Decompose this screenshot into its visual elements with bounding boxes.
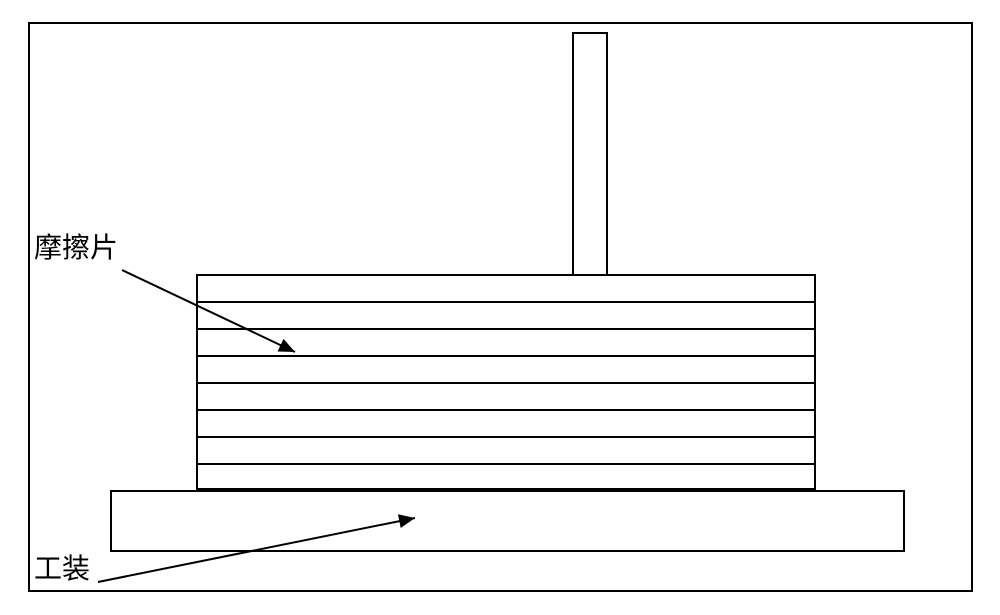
friction-plate-layer [196, 463, 816, 490]
friction-plate-layer [196, 409, 816, 436]
label-fixture-text: 工装 [34, 554, 90, 585]
label-fixture: 工装 [34, 547, 90, 587]
friction-plate-stack [196, 274, 816, 490]
label-friction-text: 摩擦片 [34, 233, 118, 264]
friction-plate-layer [196, 436, 816, 463]
label-friction-plate: 摩擦片 [34, 226, 118, 266]
diagram-canvas: 摩擦片 工装 [0, 0, 1000, 615]
friction-plate-layer [196, 274, 816, 301]
fixture-base [110, 490, 905, 552]
friction-plate-layer [196, 301, 816, 328]
friction-plate-layer [196, 382, 816, 409]
friction-plate-layer [196, 328, 816, 355]
rod [572, 32, 608, 274]
friction-plate-layer [196, 355, 816, 382]
